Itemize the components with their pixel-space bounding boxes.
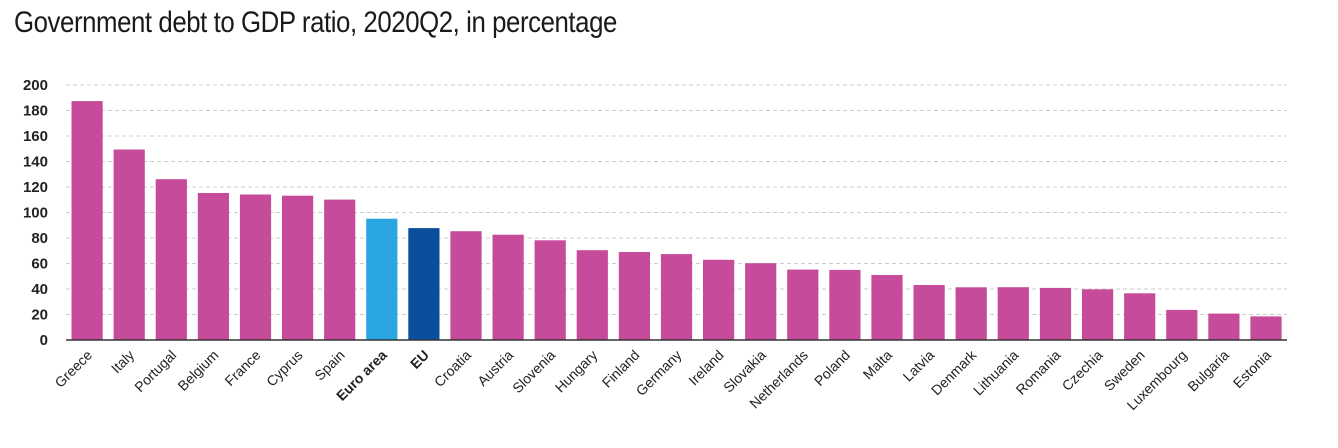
y-tick-label: 200 (23, 77, 48, 94)
x-tick-label: Hungary (552, 347, 601, 396)
x-tick-label: Slovenia (509, 347, 558, 396)
x-tick-label: EU (407, 347, 432, 372)
y-tick-label: 80 (31, 230, 48, 247)
x-tick-label: Belgium (174, 347, 221, 394)
y-tick-label: 40 (31, 281, 48, 298)
bar-denmark (955, 287, 987, 340)
x-tick-label: Portugal (131, 347, 179, 395)
bar-poland (829, 269, 861, 340)
y-tick-label: 20 (31, 307, 48, 324)
x-tick-label: Bulgaria (1184, 347, 1232, 395)
x-tick-label: Lithuania (970, 347, 1022, 399)
chart-title: Government debt to GDP ratio, 2020Q2, in… (14, 6, 617, 39)
x-tick-label: Ireland (685, 347, 727, 389)
bar-hungary (576, 250, 608, 340)
y-tick-label: 0 (40, 332, 48, 349)
bar-spain (324, 199, 356, 340)
x-tick-label: Cyprus (263, 347, 306, 390)
bar-germany (660, 254, 693, 340)
y-axis-ticks: 0 20 40 60 80 100 120 140 160 180 200 (23, 77, 48, 349)
y-tick-label: 120 (23, 179, 48, 196)
bar-netherlands (787, 269, 819, 340)
x-tick-label: Italy (108, 347, 137, 376)
y-tick-label: 140 (23, 154, 48, 171)
bar-ireland (703, 259, 735, 340)
bar-greece (71, 101, 103, 340)
bar-portugal (155, 179, 187, 340)
bar-malta (871, 275, 903, 340)
bar-estonia (1250, 316, 1282, 340)
x-tick-label: Malta (860, 347, 896, 383)
bar-bulgaria (1208, 313, 1240, 340)
bar-luxembourg (1166, 309, 1198, 340)
x-tick-label: Estonia (1230, 347, 1274, 391)
x-tick-label: Germany (633, 347, 685, 399)
y-tick-label: 100 (23, 205, 48, 222)
bar-croatia (450, 231, 482, 340)
y-tick-label: 60 (31, 256, 48, 273)
x-tick-label: Latvia (900, 347, 938, 385)
bar-euro-area (366, 218, 398, 340)
y-tick-label: 180 (23, 103, 48, 120)
bar-slovakia (745, 263, 777, 340)
x-tick-label: Greece (51, 347, 95, 391)
x-tick-label: France (221, 347, 263, 389)
bar-sweden (1124, 293, 1156, 340)
x-tick-label: Czechia (1059, 347, 1106, 394)
bar-romania (1039, 287, 1072, 340)
bar-eu (408, 228, 440, 340)
bar-austria (492, 234, 524, 340)
bar-belgium (197, 193, 229, 340)
bars (71, 101, 1282, 340)
bar-france (239, 194, 272, 340)
bar-czechia (1082, 289, 1114, 340)
x-tick-label: Romania (1013, 347, 1064, 398)
x-tick-label: Spain (311, 347, 348, 384)
bar-latvia (913, 285, 945, 340)
bar-finland (618, 252, 650, 340)
x-tick-label: Croatia (431, 347, 474, 390)
bar-italy (113, 149, 145, 340)
y-tick-label: 160 (23, 128, 48, 145)
bar-slovenia (534, 240, 566, 340)
bar-lithuania (997, 287, 1029, 340)
x-tick-label: Poland (811, 347, 853, 389)
bar-cyprus (282, 195, 314, 340)
